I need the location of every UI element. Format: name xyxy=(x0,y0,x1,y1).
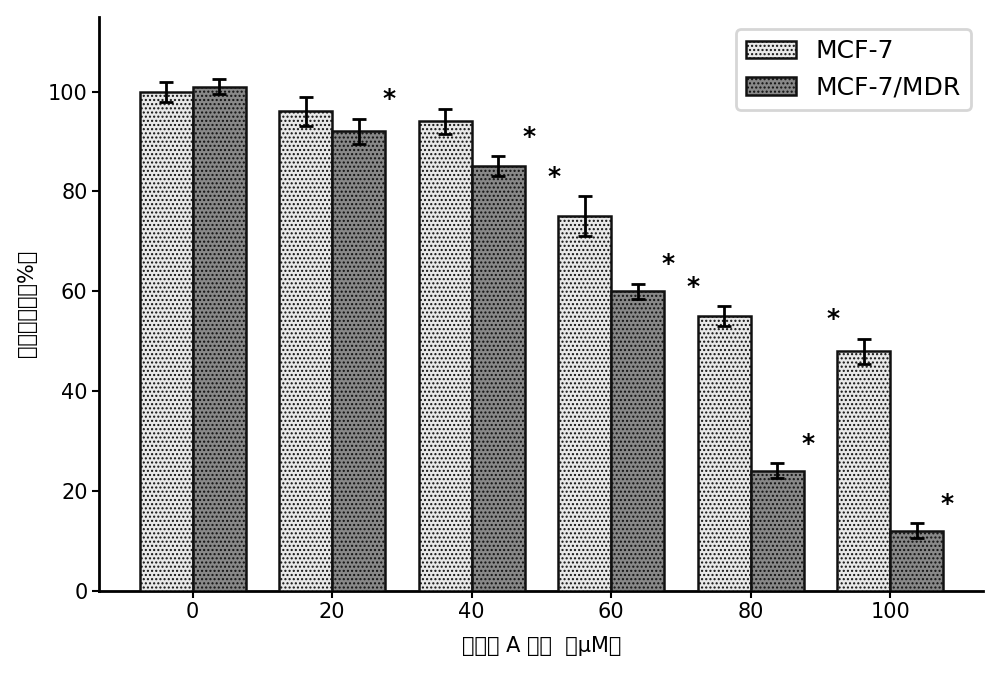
Bar xyxy=(837,351,890,591)
Text: *: * xyxy=(522,125,535,149)
Text: *: * xyxy=(801,432,814,456)
Text: *: * xyxy=(826,307,839,331)
Y-axis label: 细胞生存率（%）: 细胞生存率（%） xyxy=(17,250,37,357)
Bar xyxy=(472,166,525,591)
Bar xyxy=(419,122,472,591)
Bar xyxy=(558,216,611,591)
Bar xyxy=(611,291,664,591)
Bar xyxy=(332,131,385,591)
Text: *: * xyxy=(383,87,396,112)
Text: *: * xyxy=(662,252,675,276)
Bar xyxy=(193,87,246,591)
Bar xyxy=(279,112,332,591)
Text: *: * xyxy=(941,492,954,516)
Bar xyxy=(890,531,943,591)
Bar xyxy=(140,92,193,591)
Bar xyxy=(751,471,804,591)
X-axis label: 丹酟酸 A 浓度  （μM）: 丹酟酸 A 浓度 （μM） xyxy=(462,637,621,656)
Text: *: * xyxy=(547,165,560,189)
Legend: MCF-7, MCF-7/MDR: MCF-7, MCF-7/MDR xyxy=(736,29,971,110)
Text: *: * xyxy=(687,275,700,299)
Bar xyxy=(698,316,751,591)
